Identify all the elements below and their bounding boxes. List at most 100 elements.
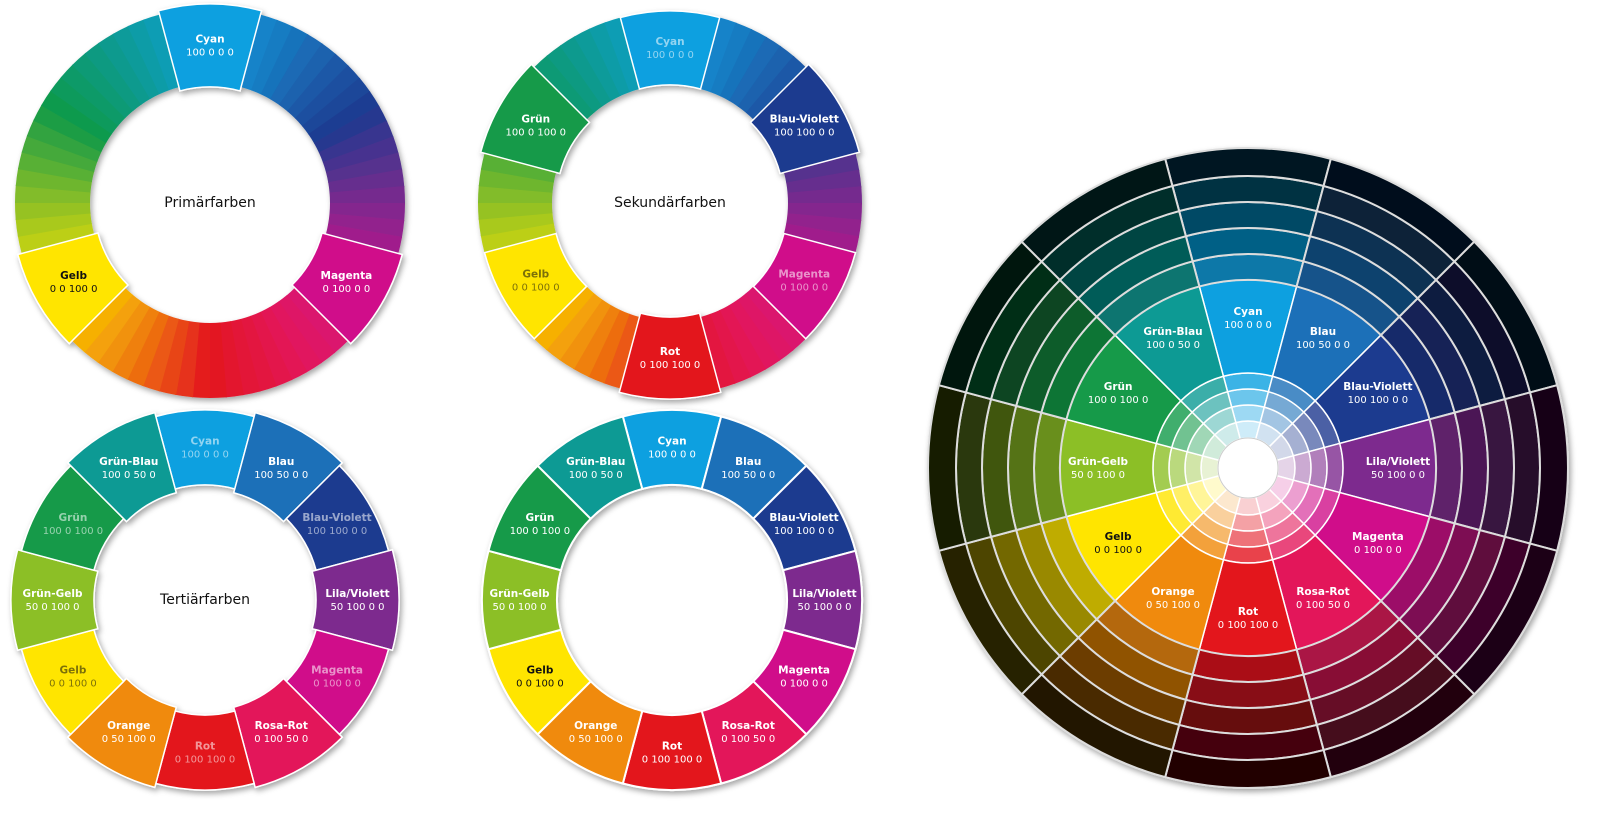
segment-code: 0 100 100 0 [640, 360, 700, 371]
segment-name: Orange [1151, 586, 1194, 598]
segment-name: Grün-Gelb [490, 588, 550, 600]
segment-code: 100 0 0 0 [1224, 320, 1272, 331]
segment-code: 100 0 0 0 [646, 50, 694, 61]
segment-code: 50 0 100 0 [492, 602, 546, 613]
tint-ring [1307, 446, 1328, 490]
color-segment [483, 232, 588, 340]
segment-code: 50 0 100 0 [1071, 470, 1125, 481]
tint-ring [1226, 388, 1270, 409]
segment-name: Blau-Violett [770, 114, 839, 126]
ring-gradient-slice [328, 169, 405, 194]
segment-name: Cyan [1233, 306, 1262, 318]
segment-name: Grün-Blau [566, 456, 625, 468]
segment-name: Rot [660, 346, 680, 358]
ring-gradient-slice [745, 286, 806, 351]
ring-gradient-slice [219, 321, 244, 398]
segment-code: 0 100 0 0 [780, 283, 828, 294]
segment-code: 0 100 0 0 [1354, 545, 1402, 556]
segment-name: Grün [59, 512, 88, 524]
tint-ring [1152, 442, 1173, 494]
ring-gradient-slice [60, 64, 126, 126]
segment-code: 0 0 100 0 [516, 678, 564, 689]
ring-gradient-slice [478, 168, 554, 193]
segment-name: Blau-Violett [1343, 381, 1412, 393]
segment-name: Gelb [522, 269, 549, 281]
segment-code: 0 50 100 0 [1146, 600, 1200, 611]
ring-gradient-slice [709, 309, 752, 384]
segment-code: 100 0 100 0 [506, 128, 566, 139]
ring-gradient-slice [478, 184, 553, 203]
ring-gradient-slice [294, 65, 361, 127]
segment-name: Grün-Gelb [23, 588, 83, 600]
segment-code: 100 50 0 0 [1296, 340, 1350, 351]
ring-gradient-slice [260, 26, 309, 100]
ring-gradient-slice [72, 52, 134, 119]
segment-name: Blau [268, 456, 294, 468]
ring-gradient-slice [301, 77, 371, 135]
ring-gradient-slice [545, 292, 603, 361]
color-segment [749, 63, 861, 175]
segment-code: 50 100 0 0 [330, 602, 384, 613]
shade-ring [1020, 157, 1174, 263]
segment-code: 100 100 0 0 [1348, 395, 1408, 406]
ring-gradient-slice [142, 315, 179, 392]
ring-gradient-slice [15, 167, 92, 193]
segment-name: Lila/Violett [325, 588, 389, 600]
color-segment [66, 411, 178, 523]
tint-ring [1222, 372, 1274, 393]
ring-gradient-slice [477, 201, 553, 220]
segment-name: Magenta [311, 664, 363, 676]
ring-gradient-slice [786, 213, 862, 238]
ring-gradient-slice [783, 223, 860, 254]
ring-wheel [14, 3, 405, 398]
tint-ring [1184, 450, 1204, 486]
segment-code: 0 100 100 0 [1218, 620, 1278, 631]
segment-name: Rot [662, 741, 682, 753]
segment-code: 0 100 0 0 [323, 284, 371, 295]
segment-name: Cyan [657, 436, 686, 448]
segment-code: 0 0 100 0 [1094, 545, 1142, 556]
segment-code: 100 0 0 0 [648, 450, 696, 461]
segment-code: 0 100 50 0 [254, 734, 308, 745]
segment-name: Grün-Gelb [1068, 456, 1128, 468]
ring-gradient-slice [478, 212, 554, 237]
segment-code: 0 100 0 0 [780, 678, 828, 689]
segment-name: Magenta [778, 269, 830, 281]
ring-gradient-slice [719, 305, 766, 378]
segment-code: 100 50 0 0 [254, 470, 308, 481]
ring-gradient-slice [17, 223, 95, 254]
color-segment [10, 548, 99, 652]
ring-gradient-slice [480, 152, 557, 183]
segment-name: Cyan [195, 34, 224, 46]
ring-gradient-slice [287, 53, 349, 119]
ring-gradient-slice [322, 136, 399, 173]
ring-gradient-slice [14, 201, 91, 220]
segment-name: Gelb [60, 270, 87, 282]
ring-gradient-slice [278, 43, 337, 112]
ring-gradient-slice [71, 287, 133, 353]
color-segment [618, 312, 722, 400]
wheel-title: Primärfarben [164, 195, 255, 211]
segment-name: Cyan [190, 436, 219, 448]
ring-gradient-slice [111, 306, 160, 380]
tint-ring [1323, 442, 1344, 494]
wheel-title: Tertiärfarben [159, 592, 250, 608]
ring-gradient-slice [26, 119, 102, 162]
ring-gradient-slice [325, 223, 403, 255]
ring-gradient-slice [329, 186, 405, 205]
ring-gradient-slice [259, 306, 308, 381]
ring-wheel [477, 10, 862, 400]
ring-gradient-slice [174, 321, 200, 398]
ring-gradient-slice [230, 318, 261, 396]
ring-gradient-slice [574, 28, 621, 101]
ring-gradient-slice [240, 315, 277, 392]
ring-gradient-slice [112, 25, 161, 100]
segment-code: 0 50 100 0 [569, 734, 623, 745]
segment-name: Grün [1104, 381, 1133, 393]
ring-gradient-slice [737, 45, 795, 114]
segment-name: Gelb [1105, 531, 1132, 543]
ring-gradient-slice [783, 153, 860, 184]
segment-name: Grün [521, 114, 550, 126]
ring-gradient-slice [21, 135, 98, 172]
